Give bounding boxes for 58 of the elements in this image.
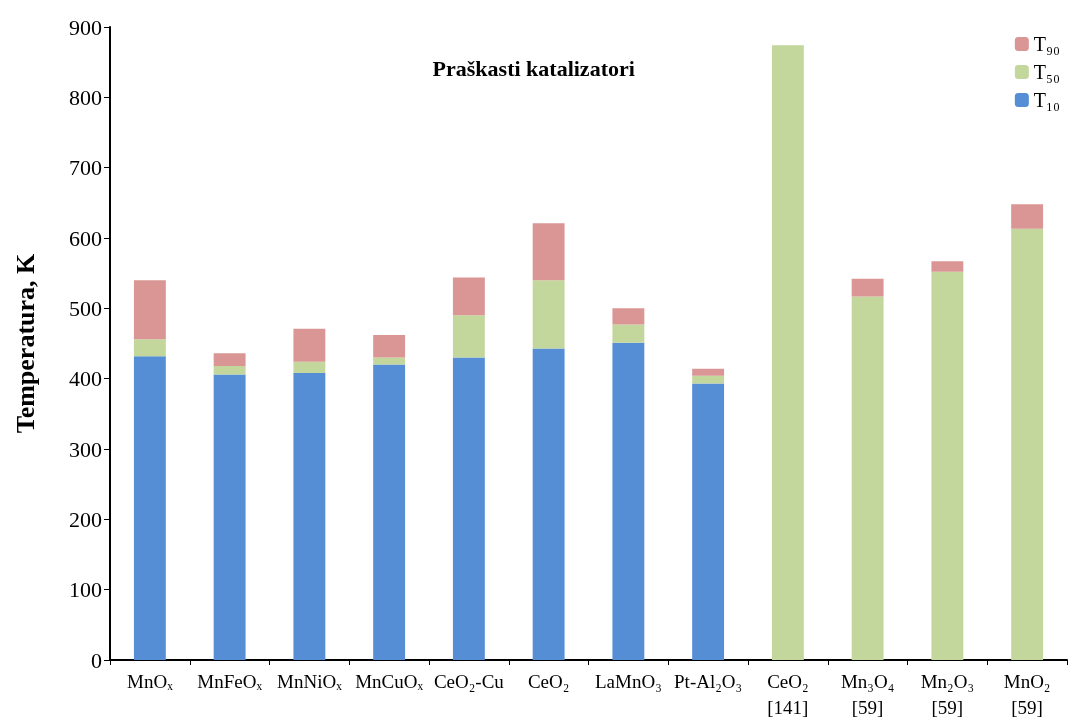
y-tick-label: 300	[69, 436, 102, 462]
bar	[133, 280, 166, 340]
x-tick-label: CeO₂ [141]	[767, 670, 809, 718]
x-tick-label: Pt-Al₂O₃	[674, 670, 743, 692]
bar	[692, 383, 725, 660]
bar	[373, 335, 406, 358]
bar	[851, 296, 884, 660]
legend-label: T₁₀	[1033, 89, 1061, 111]
y-tick-label: 200	[69, 506, 102, 532]
bar	[213, 374, 246, 660]
legend-label: T₉₀	[1033, 33, 1061, 55]
bar	[373, 364, 406, 660]
bar	[133, 339, 166, 357]
bar	[452, 357, 485, 660]
x-tick-label: LaMnO₃	[594, 670, 662, 692]
bar	[692, 375, 725, 384]
bar	[532, 348, 565, 660]
y-tick-label: 100	[69, 577, 102, 603]
x-tick-label: CeO₂-Cu	[433, 670, 505, 692]
x-tick-label: MnO₂ [59]	[1003, 670, 1051, 718]
bar	[931, 261, 964, 272]
y-tick-label: 900	[69, 14, 102, 40]
bar	[931, 271, 964, 660]
y-tick-label: 700	[69, 155, 102, 181]
y-tick-label: 600	[69, 225, 102, 251]
bar	[612, 308, 645, 325]
bar	[612, 324, 645, 343]
x-tick-label: MnFeOₓ	[197, 670, 263, 692]
bar	[532, 223, 565, 281]
bar	[293, 373, 326, 660]
bar	[373, 357, 406, 365]
x-tick-label: CeO₂	[527, 670, 570, 692]
bar	[452, 315, 485, 358]
y-tick-label: 400	[69, 366, 102, 392]
y-axis-title: Temperatura, K	[10, 252, 40, 434]
x-tick-label: MnCuOₓ	[355, 670, 424, 692]
y-tick-label: 500	[69, 295, 102, 321]
bar	[1011, 228, 1044, 660]
x-tick-label: Mn₃O₄ [59]	[840, 670, 895, 718]
legend-label: T₅₀	[1033, 61, 1061, 83]
bar	[293, 361, 326, 374]
bar	[692, 368, 725, 376]
bar	[771, 45, 804, 660]
text: Praškasti katalizatori	[432, 55, 635, 81]
x-tick-label: MnNiOₓ	[277, 670, 343, 692]
bar	[213, 353, 246, 367]
bar	[133, 356, 166, 660]
x-tick-label: MnOₓ	[127, 670, 174, 692]
bar	[452, 277, 485, 316]
bar	[532, 280, 565, 349]
x-tick-label: Mn₂O₃ [59]	[920, 670, 975, 718]
bar	[293, 328, 326, 362]
bar	[612, 342, 645, 660]
bar	[851, 278, 884, 297]
y-tick-label: 800	[69, 84, 102, 110]
bar	[1011, 204, 1044, 229]
y-tick-label: 0	[91, 647, 102, 673]
bar	[213, 366, 246, 375]
